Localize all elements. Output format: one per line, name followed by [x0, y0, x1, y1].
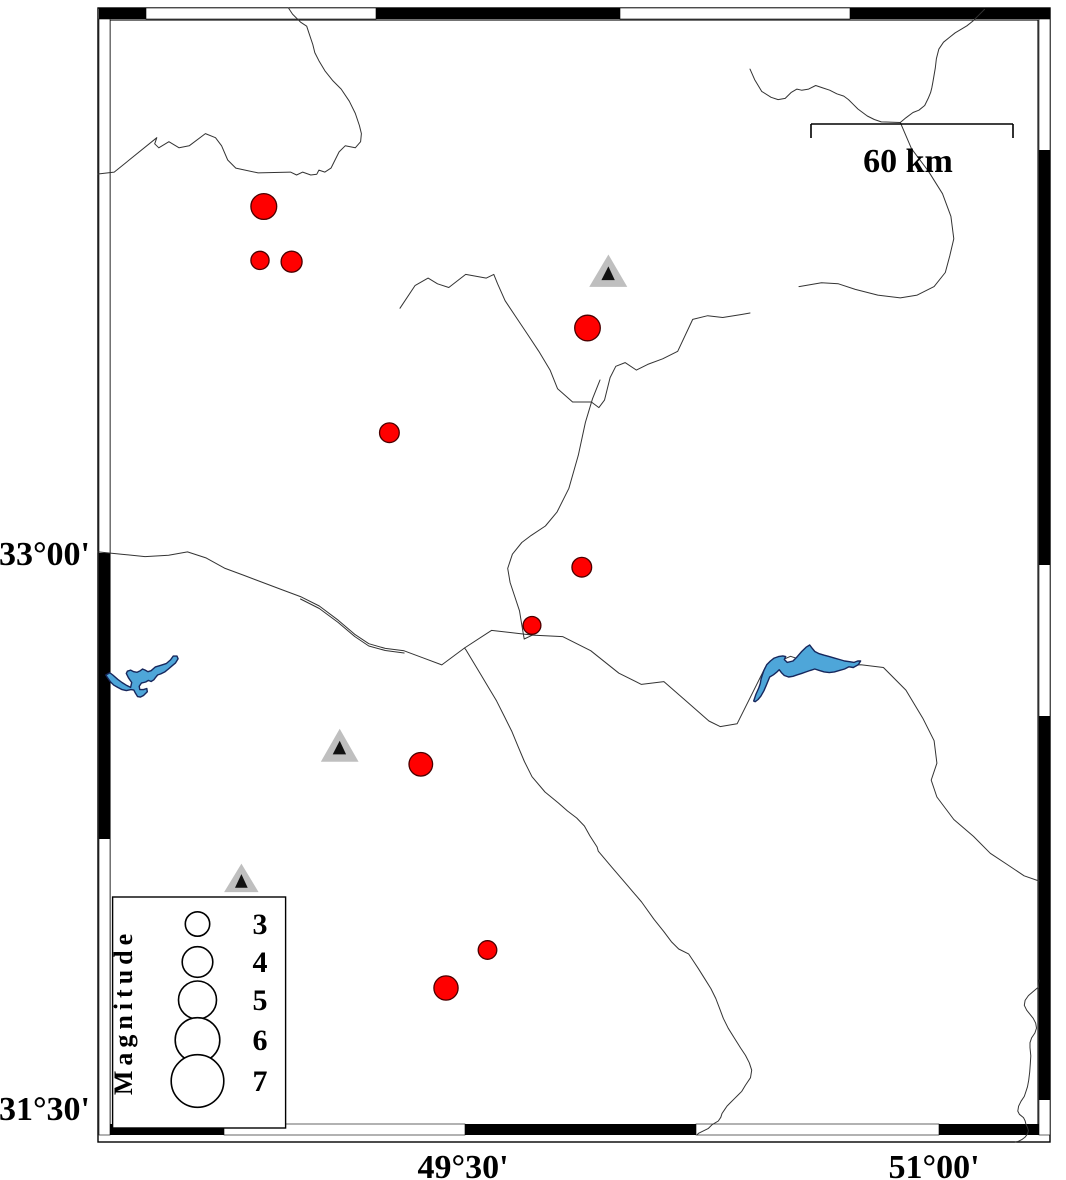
svg-text:3: 3 [253, 908, 268, 941]
svg-text:51°00': 51°00' [888, 1149, 979, 1180]
svg-text:7: 7 [253, 1065, 268, 1098]
svg-text:33°00': 33°00' [0, 536, 90, 573]
svg-text:4: 4 [253, 946, 268, 979]
svg-text:49°30': 49°30' [417, 1149, 508, 1180]
svg-text:6: 6 [253, 1024, 268, 1057]
svg-text:31°30': 31°30' [0, 1091, 90, 1128]
svg-text:Magnitude: Magnitude [109, 929, 138, 1095]
svg-text:60 km: 60 km [863, 143, 953, 180]
svg-text:5: 5 [253, 984, 268, 1017]
